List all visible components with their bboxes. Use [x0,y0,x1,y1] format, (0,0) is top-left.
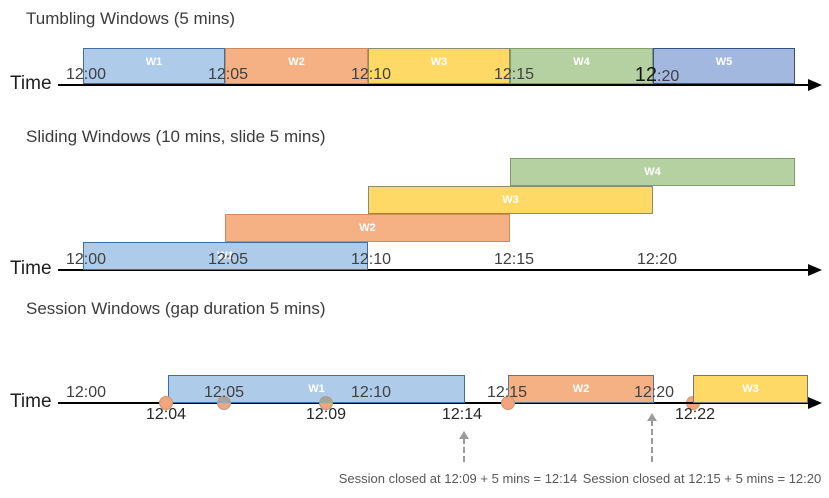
tumbling-section-title: Tumbling Windows (5 mins) [26,9,236,28]
window-label-session-w2: W2 [572,383,590,395]
time-tick-sliding-12-10: 12:10 [350,251,392,268]
callout-arrow-line-1 [463,438,465,462]
event-dot-n1 [217,396,231,410]
time-tick-session-12-20: 12:20 [633,384,675,401]
timeline-arrowhead-sliding [808,264,822,276]
window-label-sliding-w4: W4 [644,166,661,178]
window-bar-sliding-w4 [510,158,795,186]
timeline-arrowhead-session [808,397,822,409]
sliding-section-title: Sliding Windows (10 mins, slide 5 mins) [26,127,326,146]
time-axis-label-tumbling: Time [10,73,52,94]
timeline-sliding [58,269,810,271]
time-tick-tumbling-12-15: 12:15 [493,66,535,83]
session-closed-annotation-2: Session closed at 12:15 + 5 mins = 12:20 [582,471,822,486]
timeline-session [58,402,810,404]
window-bar-sliding-w3 [368,186,653,214]
window-label-session-w3: W3 [742,383,759,395]
time-tick-session-12-10: 12:10 [350,384,392,401]
time-tick-sliding-12-20: 12:20 [636,251,678,268]
event-dot-12:09 [319,396,333,410]
window-bar-session-w3 [693,375,808,403]
time-tick-tumbling-12-20: 12:20 [634,64,680,86]
tick-rest: :20 [657,68,680,85]
window-bar-tumbling-w2 [225,48,368,84]
event-dot-12:04 [159,396,173,410]
tick-big-prefix: 12 [634,64,657,86]
time-tick-session-12-15: 12:15 [486,384,528,401]
time-tick-session-12-05: 12:05 [203,384,245,401]
time-tick-tumbling-12-10: 12:10 [350,66,392,83]
window-bar-sliding-w1 [83,242,368,270]
time-axis-label-session: Time [10,391,52,412]
window-bar-tumbling-w1 [83,48,225,84]
callout-arrowhead-2 [647,413,657,421]
time-axis-label-sliding: Time [10,258,52,279]
time-tick-tumbling-12-05: 12:05 [207,66,249,83]
time-tick-session-12-00: 12:00 [65,384,107,401]
time-tick-sliding-12-00: 12:00 [65,251,107,268]
session-closed-annotation-1: Session closed at 12:09 + 5 mins = 12:14 [338,471,578,486]
window-label-session-w1: W1 [308,383,325,395]
window-bar-tumbling-w4 [510,48,653,84]
event-dot-12:15 [501,396,515,410]
event-time-label-12-09: 12:09 [305,406,347,423]
window-label-sliding-w2: W2 [359,222,376,234]
window-label-tumbling-w4: W4 [573,56,590,68]
session-section-title: Session Windows (gap duration 5 mins) [26,299,326,318]
callout-arrow-line-2 [651,420,653,462]
time-tick-tumbling-12-00: 12:00 [65,66,107,83]
event-time-label-12-04: 12:04 [145,406,187,423]
timeline-arrowhead-tumbling [808,79,822,91]
time-tick-sliding-12-05: 12:05 [207,251,249,268]
window-label-tumbling-w5: W5 [715,56,733,68]
window-bar-sliding-w2 [225,214,510,242]
window-label-tumbling-w1: W1 [145,56,163,68]
window-label-tumbling-w2: W2 [288,56,305,68]
window-bar-session-w2 [508,375,654,403]
event-time-label-12-22: 12:22 [674,406,716,423]
window-bar-tumbling-w3 [368,48,510,84]
window-label-sliding-w1: W1 [217,250,234,262]
event-time-label-12-14: 12:14 [441,406,483,423]
time-tick-sliding-12-15: 12:15 [493,251,535,268]
callout-arrowhead-1 [459,431,469,439]
window-bar-tumbling-w5 [653,48,795,84]
window-label-tumbling-w3: W3 [430,56,448,68]
window-label-sliding-w3: W3 [502,194,519,206]
timeline-tumbling [58,84,810,86]
